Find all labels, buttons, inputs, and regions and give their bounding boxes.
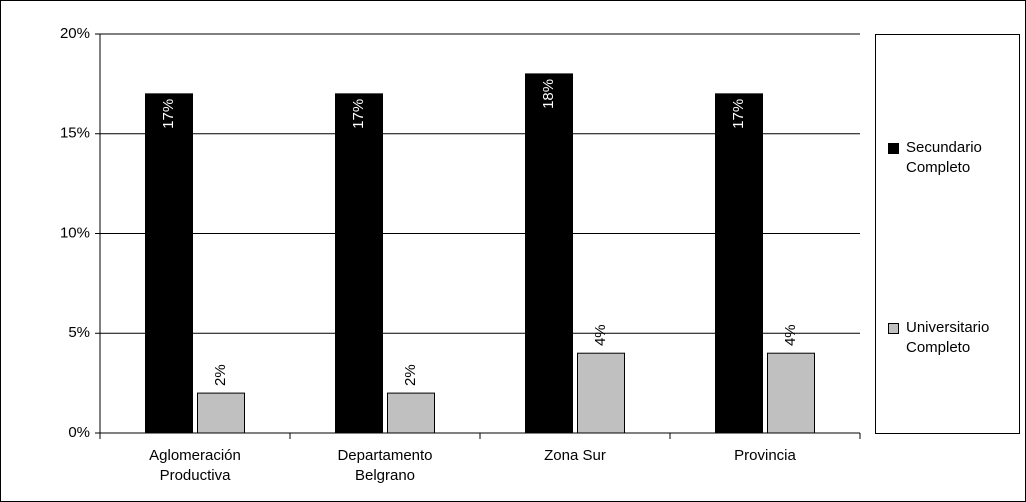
- x-tick-label: Provincia: [734, 447, 796, 464]
- y-tick-label: 10%: [60, 224, 90, 241]
- value-label: 17%: [730, 99, 747, 129]
- bar: [387, 392, 435, 434]
- bar: [335, 93, 383, 434]
- x-tick-label: Departamento Belgrano: [337, 447, 433, 484]
- legend-swatch: [888, 323, 899, 334]
- legend-swatch: [888, 143, 899, 154]
- bar: [577, 352, 625, 434]
- bar: [767, 352, 815, 434]
- value-label: 18%: [540, 79, 557, 109]
- y-tick-label: 15%: [60, 125, 90, 142]
- x-tick-label: Zona Sur: [544, 447, 606, 464]
- bar: [145, 93, 193, 434]
- value-label: 2%: [402, 364, 419, 386]
- bar: [715, 93, 763, 434]
- value-label: 17%: [350, 99, 367, 129]
- legend-box: [875, 34, 1020, 434]
- value-label: 2%: [212, 364, 229, 386]
- y-tick-label: 20%: [60, 25, 90, 42]
- value-label: 17%: [160, 99, 177, 129]
- value-label: 4%: [592, 324, 609, 346]
- bar: [197, 392, 245, 434]
- value-label: 4%: [782, 324, 799, 346]
- y-tick-label: 0%: [68, 424, 90, 441]
- bar: [525, 73, 573, 434]
- x-tick-label: Aglomeración Productiva: [149, 447, 241, 484]
- legend-label: Secundario Completo: [906, 139, 982, 176]
- legend-label: Universitario Completo: [906, 319, 990, 356]
- y-tick-label: 5%: [68, 324, 90, 341]
